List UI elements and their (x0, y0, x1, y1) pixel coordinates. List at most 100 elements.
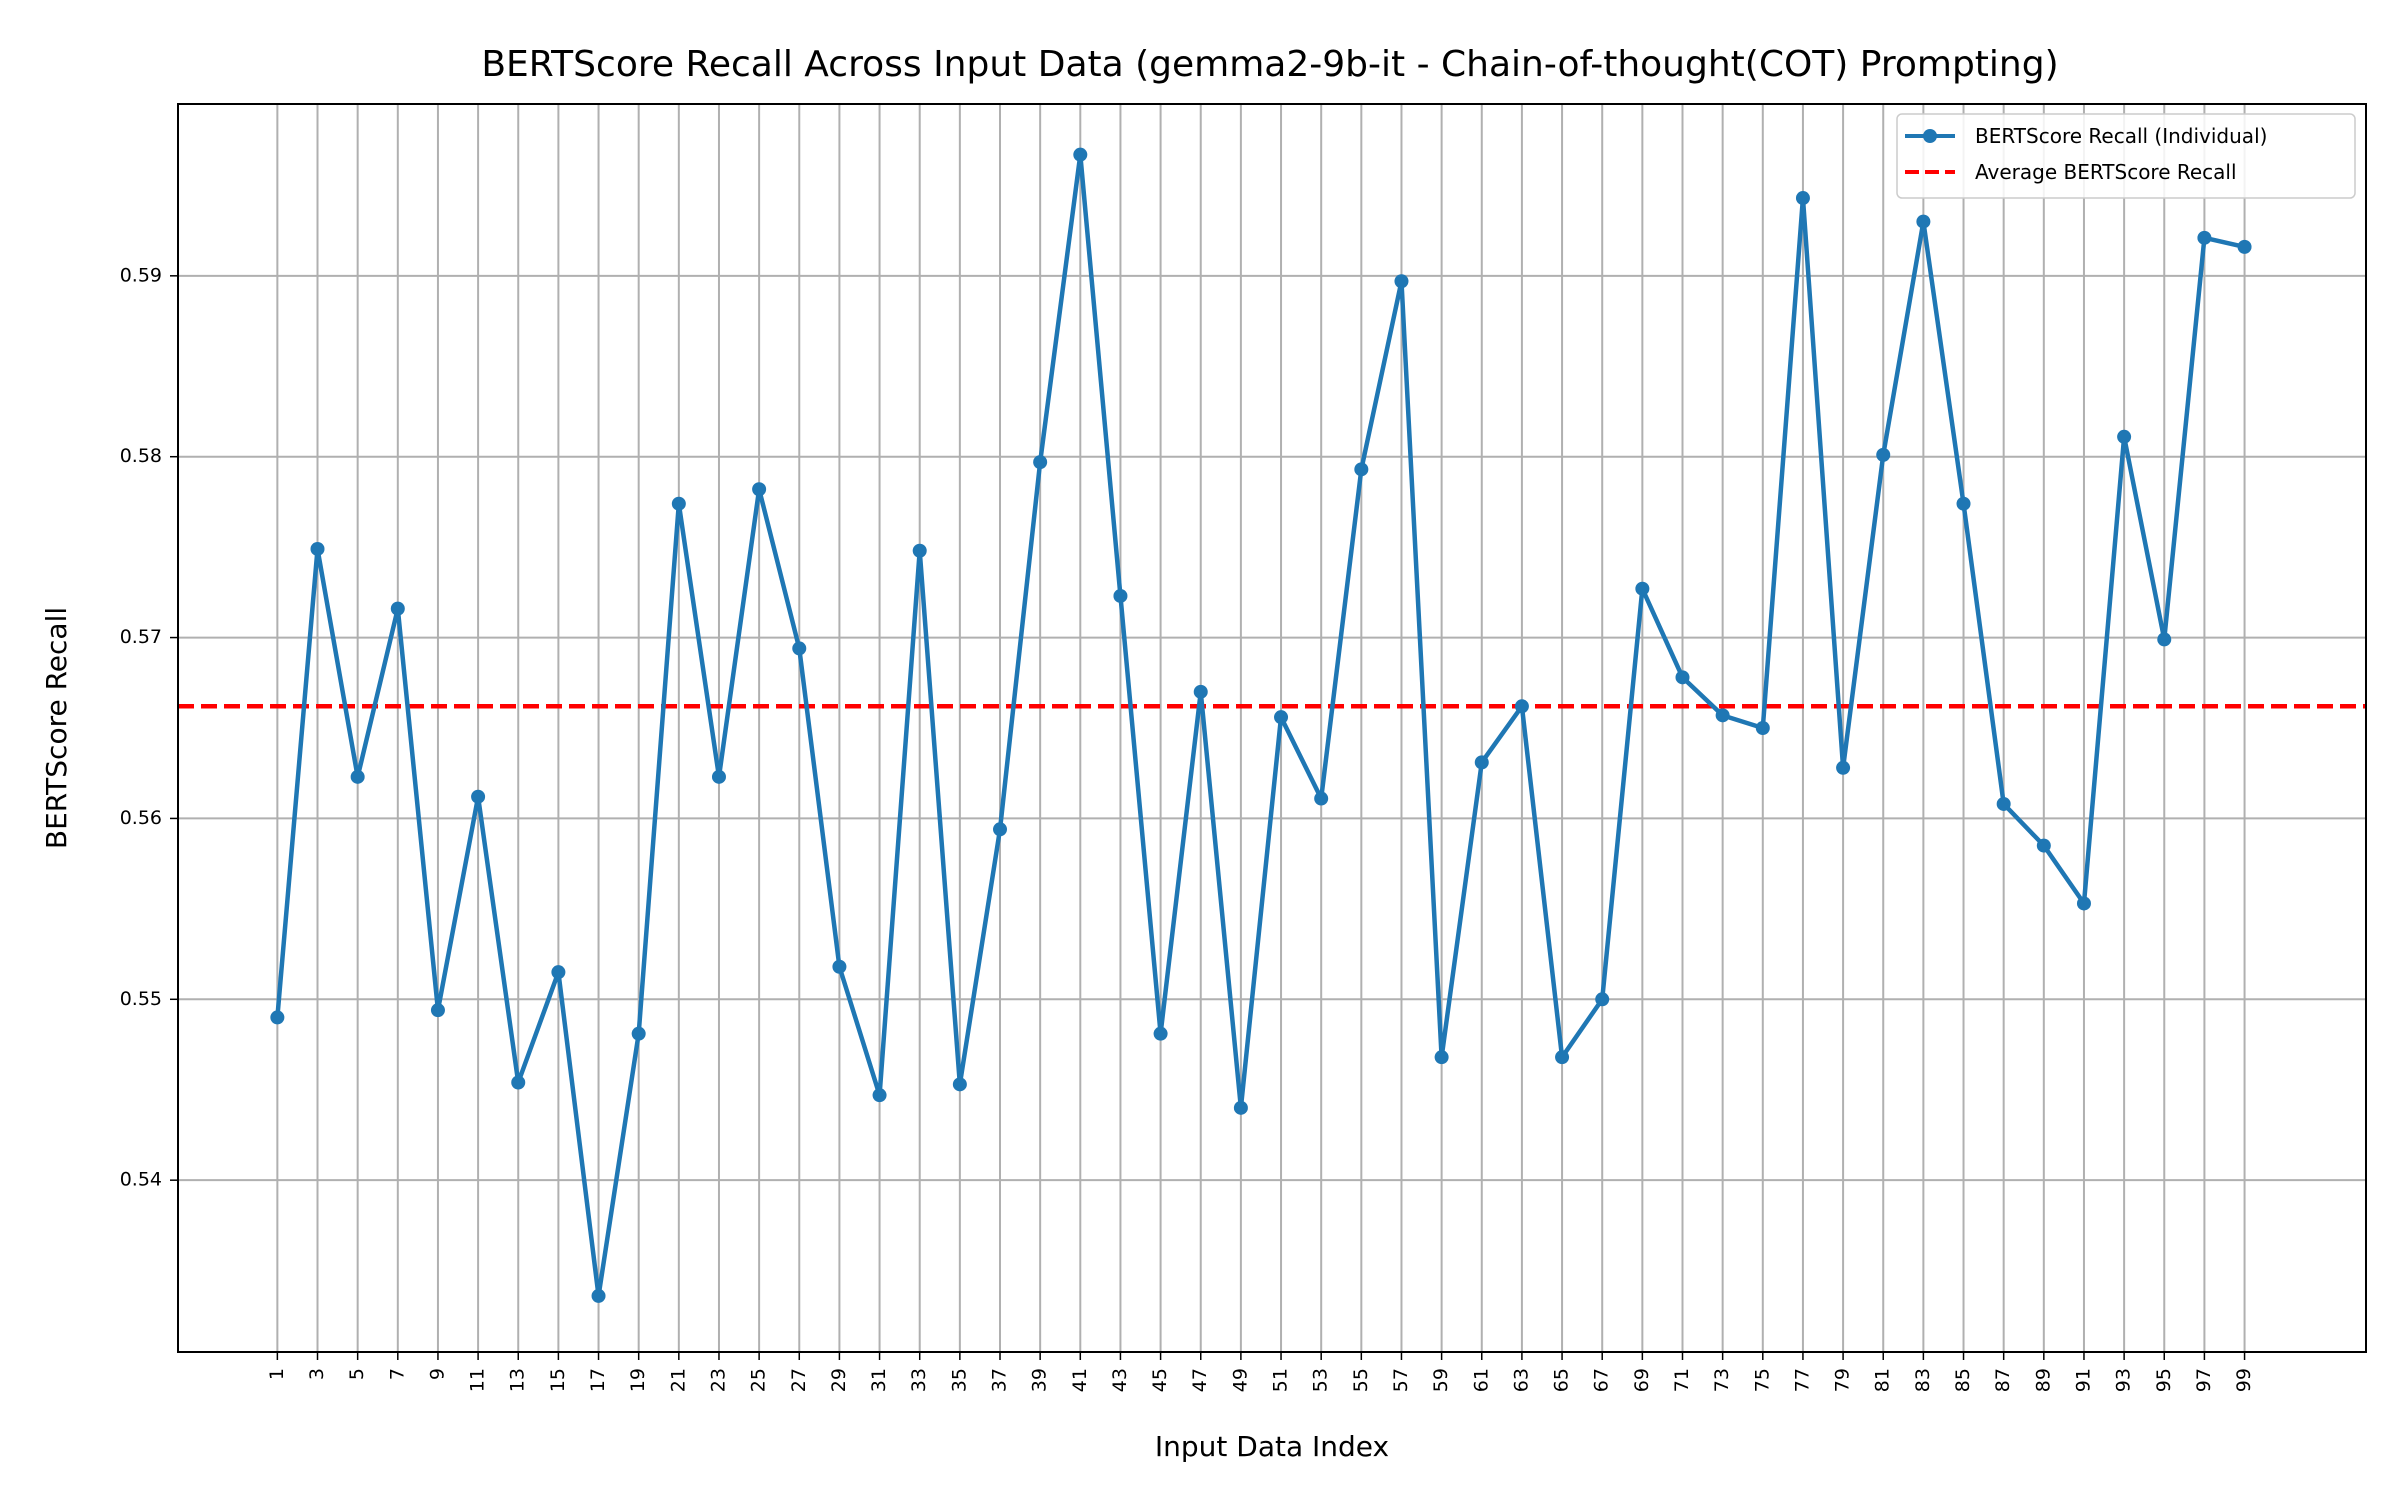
x-tick-label: 65 (1551, 1368, 1573, 1392)
x-tick-label: 3 (306, 1368, 328, 1380)
x-tick-label: 19 (627, 1368, 649, 1392)
x-tick-label: 17 (587, 1368, 609, 1392)
x-tick-label: 53 (1310, 1368, 1332, 1392)
x-tick-label: 15 (547, 1368, 569, 1392)
data-point (1996, 796, 2011, 811)
x-tick-label: 61 (1470, 1368, 1492, 1392)
x-tick-label: 45 (1149, 1368, 1171, 1392)
data-point (792, 641, 807, 656)
x-tick-label: 63 (1510, 1368, 1532, 1392)
data-point (952, 1077, 967, 1092)
data-point (2076, 896, 2091, 911)
x-axis-label: Input Data Index (1155, 1430, 1389, 1463)
data-point (2197, 230, 2212, 245)
data-point (1795, 191, 1810, 206)
data-point (832, 959, 847, 974)
data-point (390, 601, 405, 616)
x-tick-label: 29 (828, 1368, 850, 1392)
y-tick-label: 0.58 (120, 445, 162, 467)
x-tick-label: 89 (2032, 1368, 2054, 1392)
x-tick-label: 1 (266, 1368, 288, 1380)
x-tick-label: 99 (2233, 1368, 2255, 1392)
data-point (1073, 147, 1088, 162)
x-tick-label: 93 (2113, 1368, 2135, 1392)
data-point (1514, 699, 1529, 714)
x-tick-label: 31 (868, 1368, 890, 1392)
x-tick-label: 57 (1390, 1368, 1412, 1392)
x-tick-label: 11 (467, 1368, 489, 1392)
x-tick-label: 51 (1270, 1368, 1292, 1392)
data-point (1715, 708, 1730, 723)
series-line-individual (275, 152, 2246, 1299)
x-tick-label: 43 (1109, 1368, 1131, 1392)
data-point (631, 1026, 646, 1041)
x-tick-label: 83 (1912, 1368, 1934, 1392)
x-tick-label: 97 (2193, 1368, 2215, 1392)
data-point (711, 769, 726, 784)
x-tick-label: 91 (2072, 1368, 2094, 1392)
data-point (1595, 992, 1610, 1007)
x-tick-label: 67 (1591, 1368, 1613, 1392)
data-point (1635, 581, 1650, 596)
x-tick-label: 5 (346, 1368, 368, 1380)
y-axis-ticks: 0.54 0.55 0.56 0.57 0.58 0.59 (120, 264, 178, 1191)
data-point (1916, 214, 1931, 229)
y-tick-label: 0.54 (120, 1169, 162, 1191)
data-point (551, 965, 566, 980)
data-point (1474, 755, 1489, 770)
y-axis-label: BERTScore Recall (40, 607, 73, 849)
data-point (1956, 496, 1971, 511)
x-tick-label: 55 (1350, 1368, 1372, 1392)
data-point (2157, 632, 2172, 647)
x-tick-label: 77 (1791, 1368, 1813, 1392)
data-point (1675, 670, 1690, 685)
legend-label-average: Average BERTScore Recall (1975, 160, 2237, 184)
data-point (912, 543, 927, 558)
data-point (1876, 447, 1891, 462)
data-point (511, 1075, 526, 1090)
x-tick-label: 35 (948, 1368, 970, 1392)
data-point (1314, 791, 1329, 806)
plot-frame (177, 103, 2367, 1353)
data-point (1153, 1026, 1168, 1041)
x-tick-label: 33 (908, 1368, 930, 1392)
x-tick-label: 75 (1751, 1368, 1773, 1392)
data-point (2036, 838, 2051, 853)
x-tick-label: 37 (989, 1368, 1011, 1392)
legend: BERTScore Recall (Individual) Average BE… (1896, 113, 2356, 199)
data-point (752, 482, 767, 497)
x-tick-label: 41 (1069, 1368, 1091, 1392)
y-tick-label: 0.59 (120, 264, 162, 286)
y-tick-label: 0.55 (120, 988, 162, 1010)
x-tick-label: 13 (507, 1368, 529, 1392)
data-point (1113, 588, 1128, 603)
data-point (2237, 239, 2252, 254)
x-tick-label: 59 (1430, 1368, 1452, 1392)
legend-marker-individual (1923, 129, 1937, 143)
data-point (1233, 1100, 1248, 1115)
y-tick-label: 0.56 (120, 807, 162, 829)
data-point (1394, 274, 1409, 289)
data-point (591, 1288, 606, 1303)
data-point (270, 1010, 285, 1025)
data-point (310, 541, 325, 556)
grid (178, 104, 2366, 1352)
data-point (2117, 429, 2132, 444)
series-layer (270, 147, 2252, 1303)
x-tick-label: 49 (1229, 1368, 1251, 1392)
x-tick-label: 73 (1711, 1368, 1733, 1392)
data-point (1033, 455, 1048, 470)
x-tick-label: 25 (748, 1368, 770, 1392)
legend-box (1896, 113, 2356, 199)
chart-title: BERTScore Recall Across Input Data (gemm… (481, 44, 2058, 85)
x-tick-label: 27 (788, 1368, 810, 1392)
data-point (1354, 462, 1369, 477)
y-tick-label: 0.57 (120, 626, 162, 648)
x-tick-label: 87 (1992, 1368, 2014, 1392)
x-tick-label: 69 (1631, 1368, 1653, 1392)
x-axis-ticks: 1 3 5 7 9 11 13 15 17 19 21 23 25 27 29 31 33 35 37 39 41 43 4… (266, 1352, 2255, 1392)
x-tick-label: 95 (2153, 1368, 2175, 1392)
data-point (1555, 1050, 1570, 1065)
x-tick-label: 85 (1952, 1368, 1974, 1392)
